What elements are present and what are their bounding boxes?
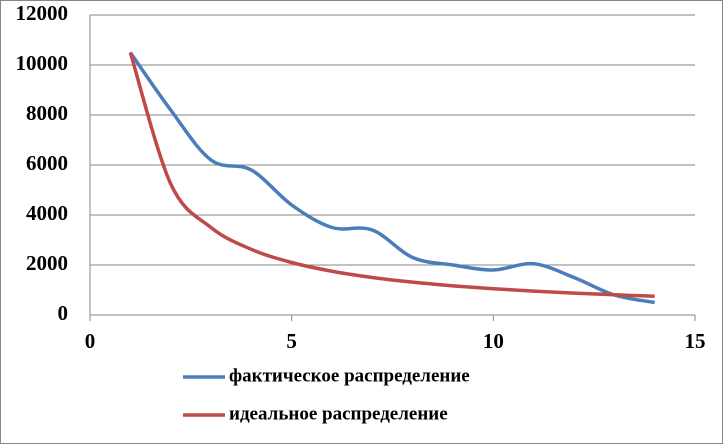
y-tick-label: 2000: [26, 251, 68, 275]
x-tick-label: 5: [286, 329, 297, 353]
legend-label: идеальное распределение: [229, 403, 448, 424]
series-line: [128, 51, 655, 298]
y-tick-label: 0: [58, 301, 69, 325]
y-tick-label: 8000: [26, 101, 68, 125]
series-line: [128, 51, 655, 305]
legend-label: фактическое распределение: [229, 365, 470, 386]
y-tick-label: 4000: [26, 201, 68, 225]
y-tick-label: 6000: [26, 151, 68, 175]
x-tick-label: 0: [85, 329, 96, 353]
x-tick-label: 15: [685, 329, 706, 353]
y-tick-label: 10000: [16, 51, 69, 75]
y-tick-label: 12000: [16, 1, 69, 25]
x-tick-label: 10: [483, 329, 504, 353]
